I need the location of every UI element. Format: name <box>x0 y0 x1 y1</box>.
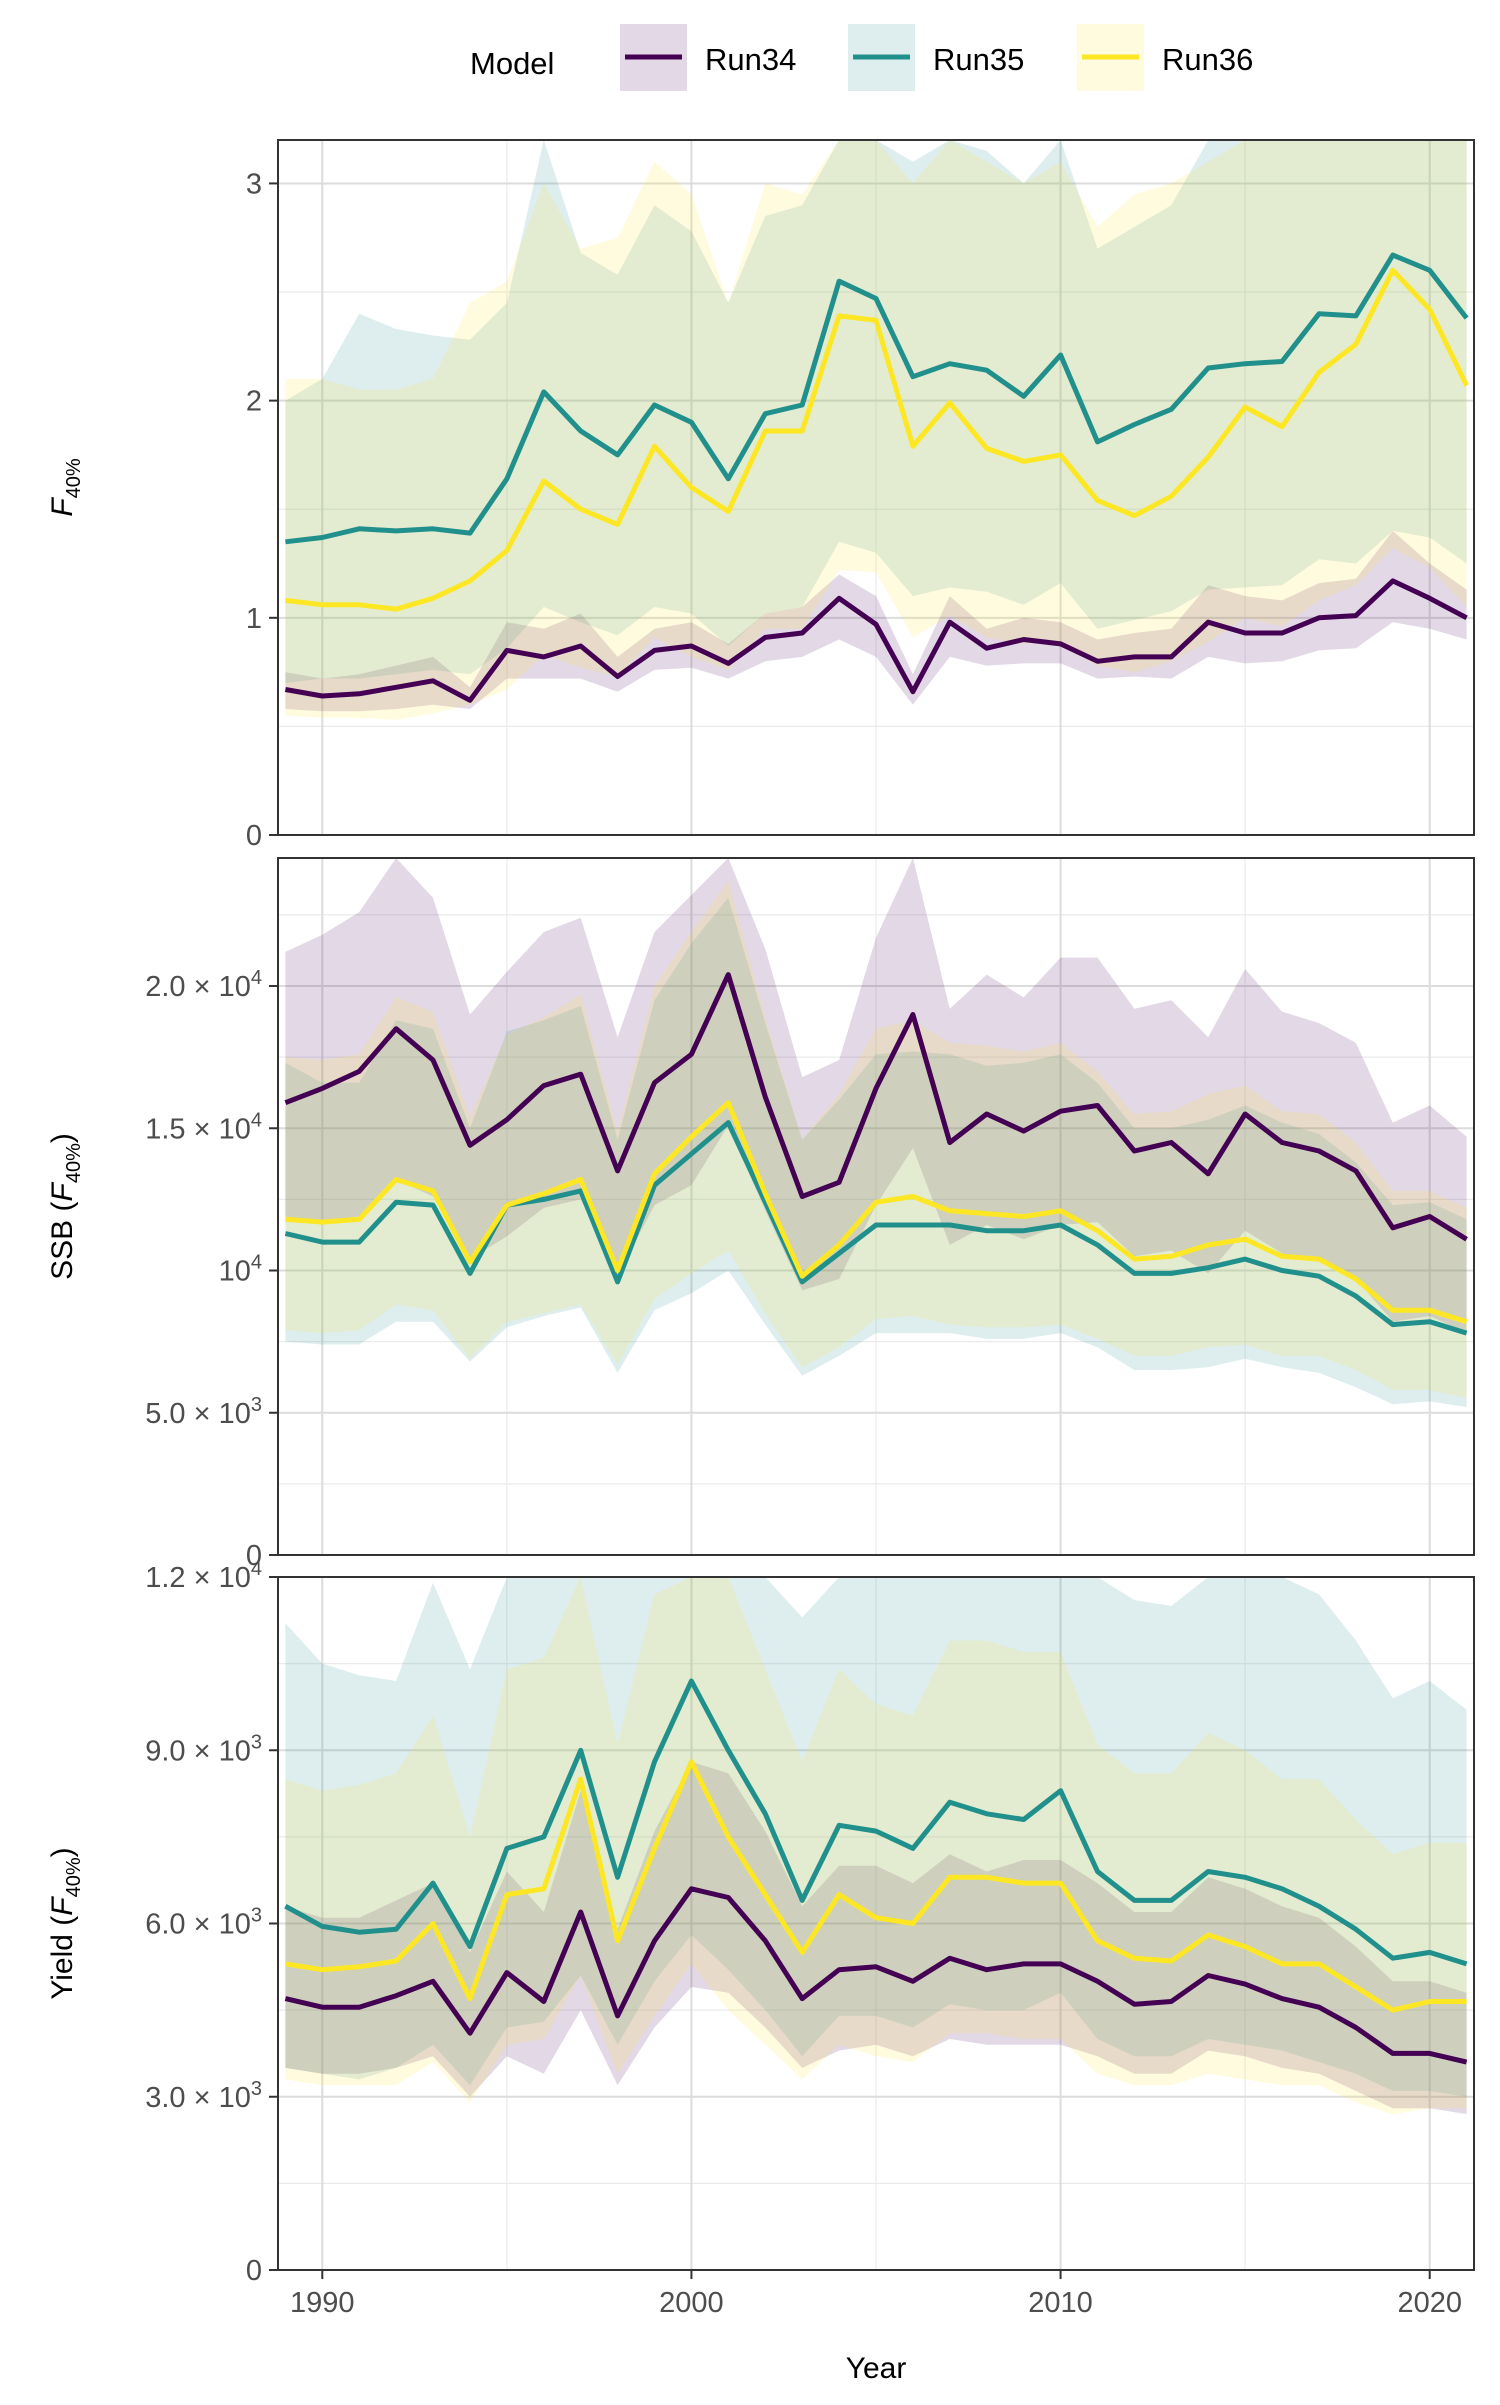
series-line-run36 <box>285 1759 1467 2013</box>
y-axis-title: F40% <box>46 458 85 517</box>
panel-data <box>284 140 1469 720</box>
panel-data <box>284 1577 1468 2115</box>
y-tick-label: 0 <box>246 820 262 852</box>
panel-data <box>284 858 1468 1408</box>
y-tick-label: 0 <box>246 1540 262 1572</box>
series-line-run35 <box>284 1678 1468 1967</box>
series-line-run36 <box>285 1100 1468 1325</box>
series-line-run34 <box>284 1886 1468 2065</box>
panel: 0 5.0 × 103 104 1.5 × 104 2.0 × 104 SSB (F40%… <box>46 857 1475 1572</box>
legend-label: Run34 <box>705 42 796 77</box>
panel: 0 1 2 3 F40% <box>46 139 1475 852</box>
legend-label: Run36 <box>1162 42 1253 77</box>
y-axis-title: SSB (F40%) <box>46 1133 85 1280</box>
x-tick-label: 1990 <box>290 2287 355 2319</box>
ribbon-run35 <box>285 897 1467 1408</box>
x-tick-label: 2020 <box>1397 2287 1462 2319</box>
y-tick-label: 5.0 × 103 <box>145 1394 262 1430</box>
x-tick-label: 2010 <box>1028 2287 1093 2319</box>
panel-border <box>277 139 1475 836</box>
series-line-run35 <box>284 1120 1468 1336</box>
ribbon-run34 <box>285 858 1467 1334</box>
y-tick-label: 3.0 × 103 <box>145 2078 262 2114</box>
panel-border <box>277 857 1475 1556</box>
series-line-run36 <box>285 267 1469 612</box>
series-line-run35 <box>285 252 1469 545</box>
ribbon-run36 <box>285 880 1467 1399</box>
panel: 0 3.0 × 103 6.0 × 103 9.0 × 103 1.2 × 104 Yie… <box>46 1558 1475 2287</box>
y-tick-label: 2.0 × 104 <box>145 967 262 1003</box>
y-tick-label: 1.2 × 104 <box>145 1558 262 1594</box>
legend: Model Run34 Run35 Run36 <box>470 24 1253 91</box>
y-tick-label: 1 <box>246 603 262 635</box>
y-tick-label: 9.0 × 103 <box>145 1731 262 1767</box>
y-tick-label: 3 <box>246 168 262 200</box>
series-line-run34 <box>284 972 1468 1242</box>
x-tick-label: 2000 <box>659 2287 724 2319</box>
y-tick-label: 1.5 × 104 <box>145 1109 262 1145</box>
x-axis-title: Year <box>846 2352 907 2385</box>
y-tick-label: 0 <box>246 2255 262 2287</box>
legend-label: Run35 <box>933 42 1024 77</box>
ribbon-run34 <box>285 1761 1467 2115</box>
ribbon-run34 <box>285 530 1467 712</box>
y-tick-label: 2 <box>246 386 262 418</box>
ribbon-run35 <box>285 1577 1467 2097</box>
legend-title: Model <box>470 46 554 81</box>
ribbon-run35 <box>285 140 1467 683</box>
y-tick-label: 6.0 × 103 <box>145 1905 262 1941</box>
y-axis-title: Yield (F40%) <box>46 1847 85 1999</box>
ribbon-run36 <box>285 140 1467 720</box>
ribbon-run36 <box>285 1577 1467 2115</box>
y-tick-label: 104 <box>219 1252 262 1288</box>
x-axis: 1990 2000 2010 2020 Year <box>290 2270 1462 2385</box>
series-line-run34 <box>284 578 1468 703</box>
